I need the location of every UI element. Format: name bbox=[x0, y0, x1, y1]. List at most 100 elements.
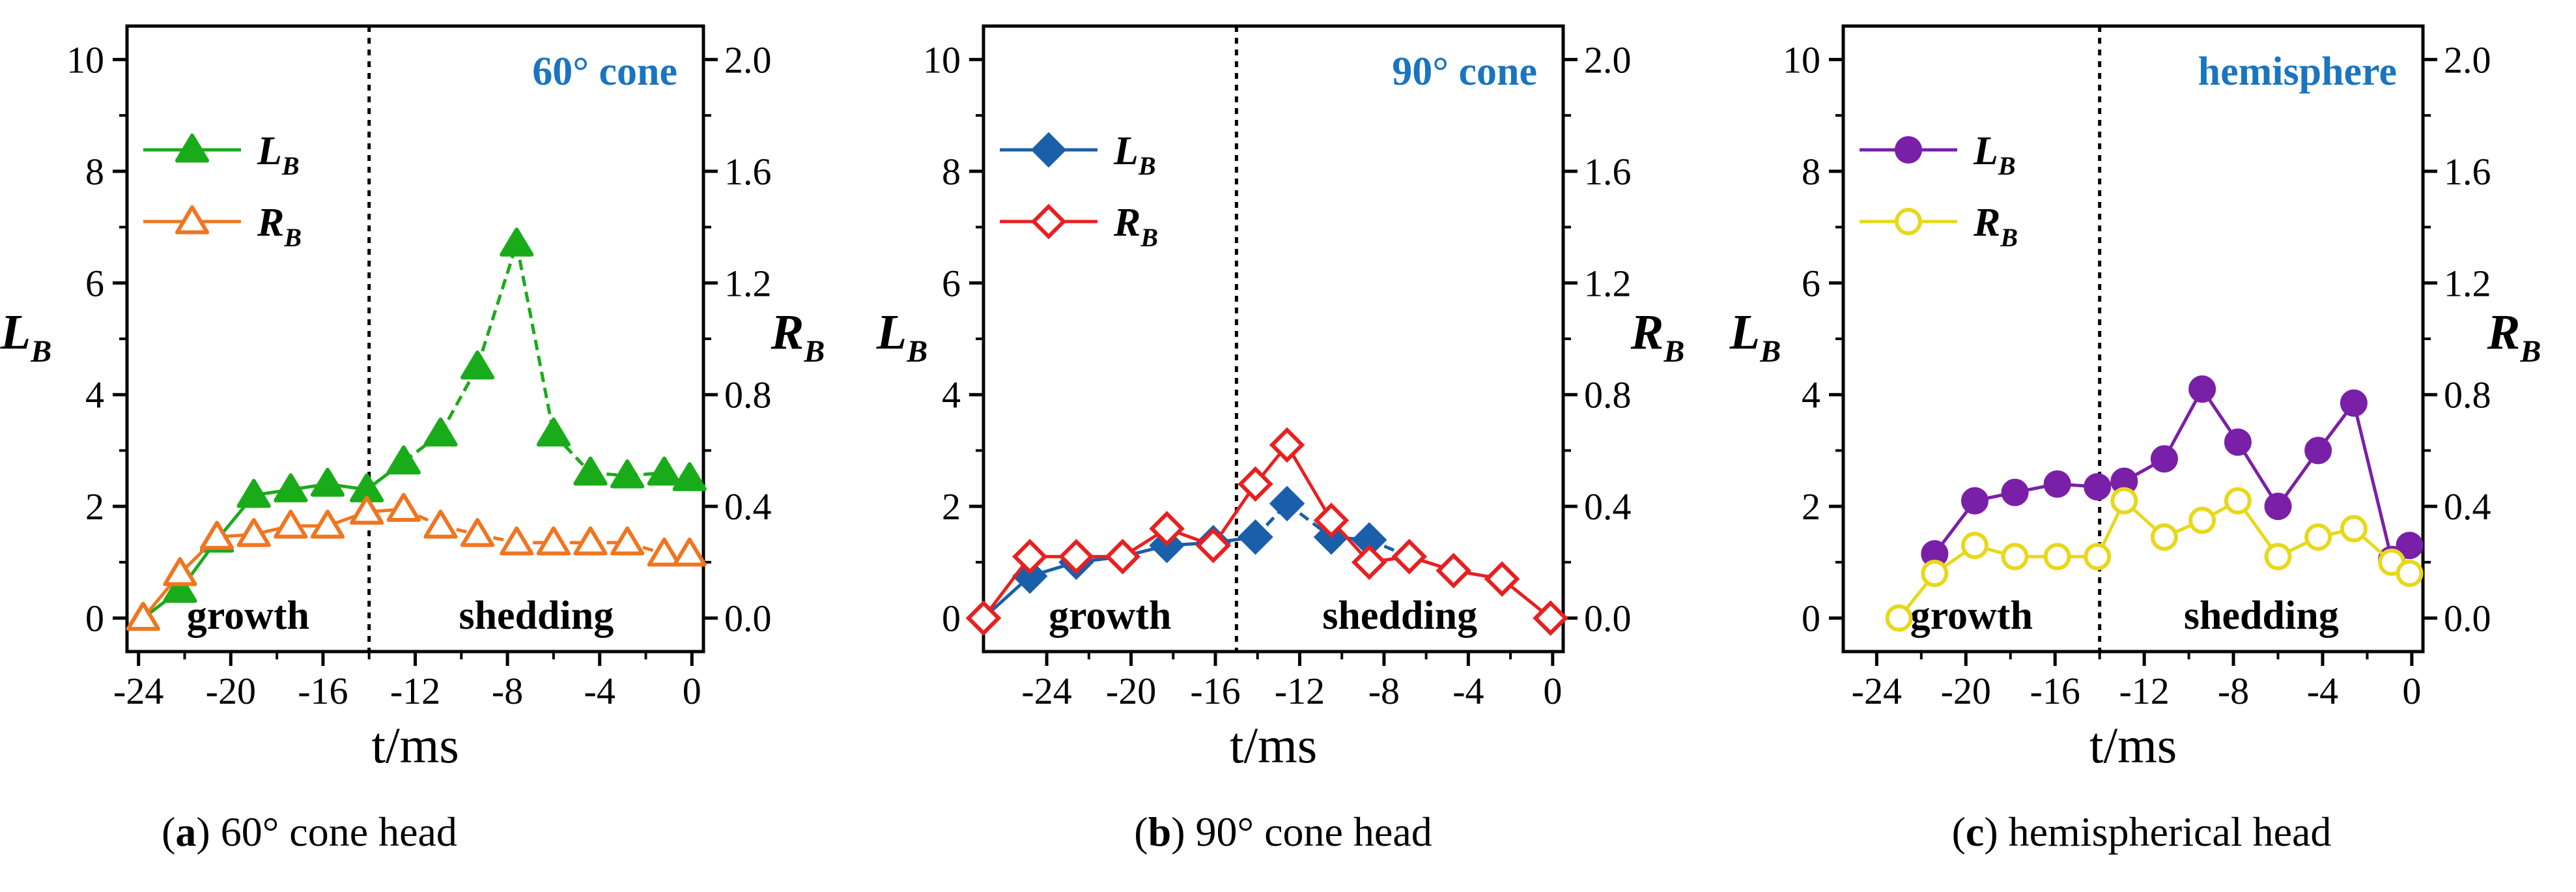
y-right-tick-label: 1.6 bbox=[724, 151, 772, 193]
y-right-tick-label: 1.2 bbox=[724, 262, 772, 304]
series-lb bbox=[126, 227, 707, 631]
data-point-marker bbox=[350, 495, 384, 525]
data-point-marker bbox=[2043, 543, 2071, 571]
caption-text: 60° cone head bbox=[220, 809, 457, 855]
y-left-tick-label: 6 bbox=[85, 262, 104, 304]
data-point-marker bbox=[163, 557, 197, 586]
data-point-marker bbox=[1012, 539, 1048, 575]
data-point-marker bbox=[2150, 523, 2178, 551]
y-left-tick-label: 8 bbox=[942, 151, 961, 193]
legend-marker bbox=[1895, 208, 1922, 235]
data-point-marker bbox=[1391, 539, 1427, 575]
data-point-marker bbox=[274, 473, 308, 502]
y-right-tick-label: 0.8 bbox=[1584, 374, 1632, 416]
y-axis-left-label-sub: B bbox=[1759, 334, 1781, 369]
y-axis-right-label: RB bbox=[2487, 305, 2541, 369]
x-tick-label: -20 bbox=[206, 670, 256, 712]
legend-label-sub: B bbox=[2000, 223, 2018, 252]
caption-letter: a bbox=[175, 809, 197, 855]
x-tick-label: -8 bbox=[2218, 670, 2249, 712]
data-point-marker bbox=[2396, 532, 2424, 560]
y-left-tick-label: 4 bbox=[1802, 374, 1820, 416]
legend-label: RB bbox=[1973, 201, 2018, 252]
legend-label: LB bbox=[1973, 129, 2016, 180]
panel-title: 90° cone bbox=[1392, 50, 1537, 94]
y-axis-right-label-sub: B bbox=[1663, 334, 1684, 369]
data-point-marker bbox=[1238, 519, 1273, 555]
y-axis-left-label-main: L bbox=[876, 305, 907, 360]
x-tick-label: -20 bbox=[1106, 670, 1156, 712]
y-left-tick-label: 6 bbox=[942, 262, 961, 304]
region-label-shedding: shedding bbox=[2184, 594, 2339, 638]
y-left-tick-label: 8 bbox=[85, 151, 104, 193]
x-tick-label: 0 bbox=[683, 670, 701, 712]
y-left-tick-label: 10 bbox=[923, 38, 961, 81]
data-point-marker bbox=[386, 493, 421, 522]
legend-marker bbox=[175, 205, 210, 235]
y-right-tick-label: 0.4 bbox=[1584, 485, 1632, 528]
y-right-tick-label: 2.0 bbox=[724, 38, 772, 81]
data-point-marker bbox=[1313, 502, 1350, 538]
x-tick-label: -24 bbox=[1021, 670, 1071, 712]
legend-label-sub: B bbox=[1140, 223, 1158, 252]
data-point-marker bbox=[2110, 487, 2138, 515]
data-point-marker bbox=[2396, 560, 2424, 587]
legend-marker bbox=[1030, 132, 1067, 168]
legend-label-main: L bbox=[1113, 129, 1139, 173]
y-axis-right-label: RB bbox=[1630, 305, 1685, 369]
y-axis-left-label-main: L bbox=[1729, 305, 1760, 360]
data-point-marker bbox=[2043, 470, 2071, 498]
data-point-marker bbox=[1436, 553, 1471, 588]
legend-label-sub: B bbox=[1998, 151, 2016, 180]
data-point-marker bbox=[1960, 487, 1989, 515]
legend-marker bbox=[1030, 203, 1067, 240]
data-point-marker bbox=[2188, 375, 2216, 403]
y-left-tick-label: 2 bbox=[942, 485, 961, 528]
data-point-marker bbox=[163, 573, 197, 603]
data-point-marker bbox=[460, 518, 495, 547]
y-axis-right-label: RB bbox=[771, 305, 825, 369]
data-point-marker bbox=[1352, 544, 1387, 581]
x-tick-label: -12 bbox=[2119, 670, 2169, 712]
legend-label-main: R bbox=[1113, 201, 1140, 245]
data-point-marker bbox=[423, 417, 458, 447]
data-point-marker bbox=[2084, 473, 2112, 501]
caption-a: (a) 60° cone head bbox=[162, 809, 457, 855]
x-tick-label: -24 bbox=[113, 670, 163, 712]
y-right-tick-label: 0.0 bbox=[724, 597, 772, 640]
y-axis-right-label-main: R bbox=[771, 305, 804, 360]
series-rb bbox=[965, 427, 1568, 636]
legend-label-sub: B bbox=[281, 151, 300, 180]
y-axis-left-label-sub: B bbox=[906, 334, 927, 369]
x-tick-label: -20 bbox=[1941, 670, 1991, 712]
y-right-tick-label: 2.0 bbox=[2444, 38, 2491, 81]
data-point-marker bbox=[2188, 506, 2216, 534]
data-point-marker bbox=[2264, 543, 2292, 571]
data-point-marker bbox=[1195, 527, 1232, 564]
series-rb bbox=[1885, 487, 2424, 632]
y-axis-left-label-main: L bbox=[0, 305, 31, 360]
series-line-segment bbox=[475, 243, 518, 367]
legend-label-sub: B bbox=[283, 223, 302, 252]
y-right-tick-label: 2.0 bbox=[1584, 38, 1632, 81]
y-right-tick-label: 0.0 bbox=[2444, 597, 2491, 640]
x-tick-label: -24 bbox=[1852, 670, 1902, 712]
y-axis-right-label-main: R bbox=[2487, 305, 2521, 360]
y-right-tick-label: 0.8 bbox=[2444, 374, 2491, 416]
series-line-segment bbox=[515, 243, 556, 435]
data-point-marker bbox=[2150, 445, 2178, 473]
chart-panel-2: -24 -20 -16 -12 -8 -4 0 0 2 4 6 8 10 0.0 0.4 0.8 1.2 1.6 2… bbox=[1729, 24, 2541, 773]
data-point-marker bbox=[2304, 437, 2332, 465]
y-right-tick-label: 0.8 bbox=[724, 374, 772, 416]
legend-marker bbox=[175, 134, 210, 163]
series-line-segment bbox=[439, 366, 479, 435]
data-point-marker bbox=[2001, 543, 2029, 571]
legend-label: RB bbox=[1113, 201, 1158, 252]
y-left-tick-label: 6 bbox=[1802, 262, 1820, 304]
data-point-marker bbox=[1921, 560, 1949, 587]
legend-label-main: L bbox=[257, 129, 282, 173]
x-tick-label: -8 bbox=[492, 670, 523, 712]
data-point-marker bbox=[460, 350, 495, 380]
data-point-marker bbox=[500, 526, 534, 556]
